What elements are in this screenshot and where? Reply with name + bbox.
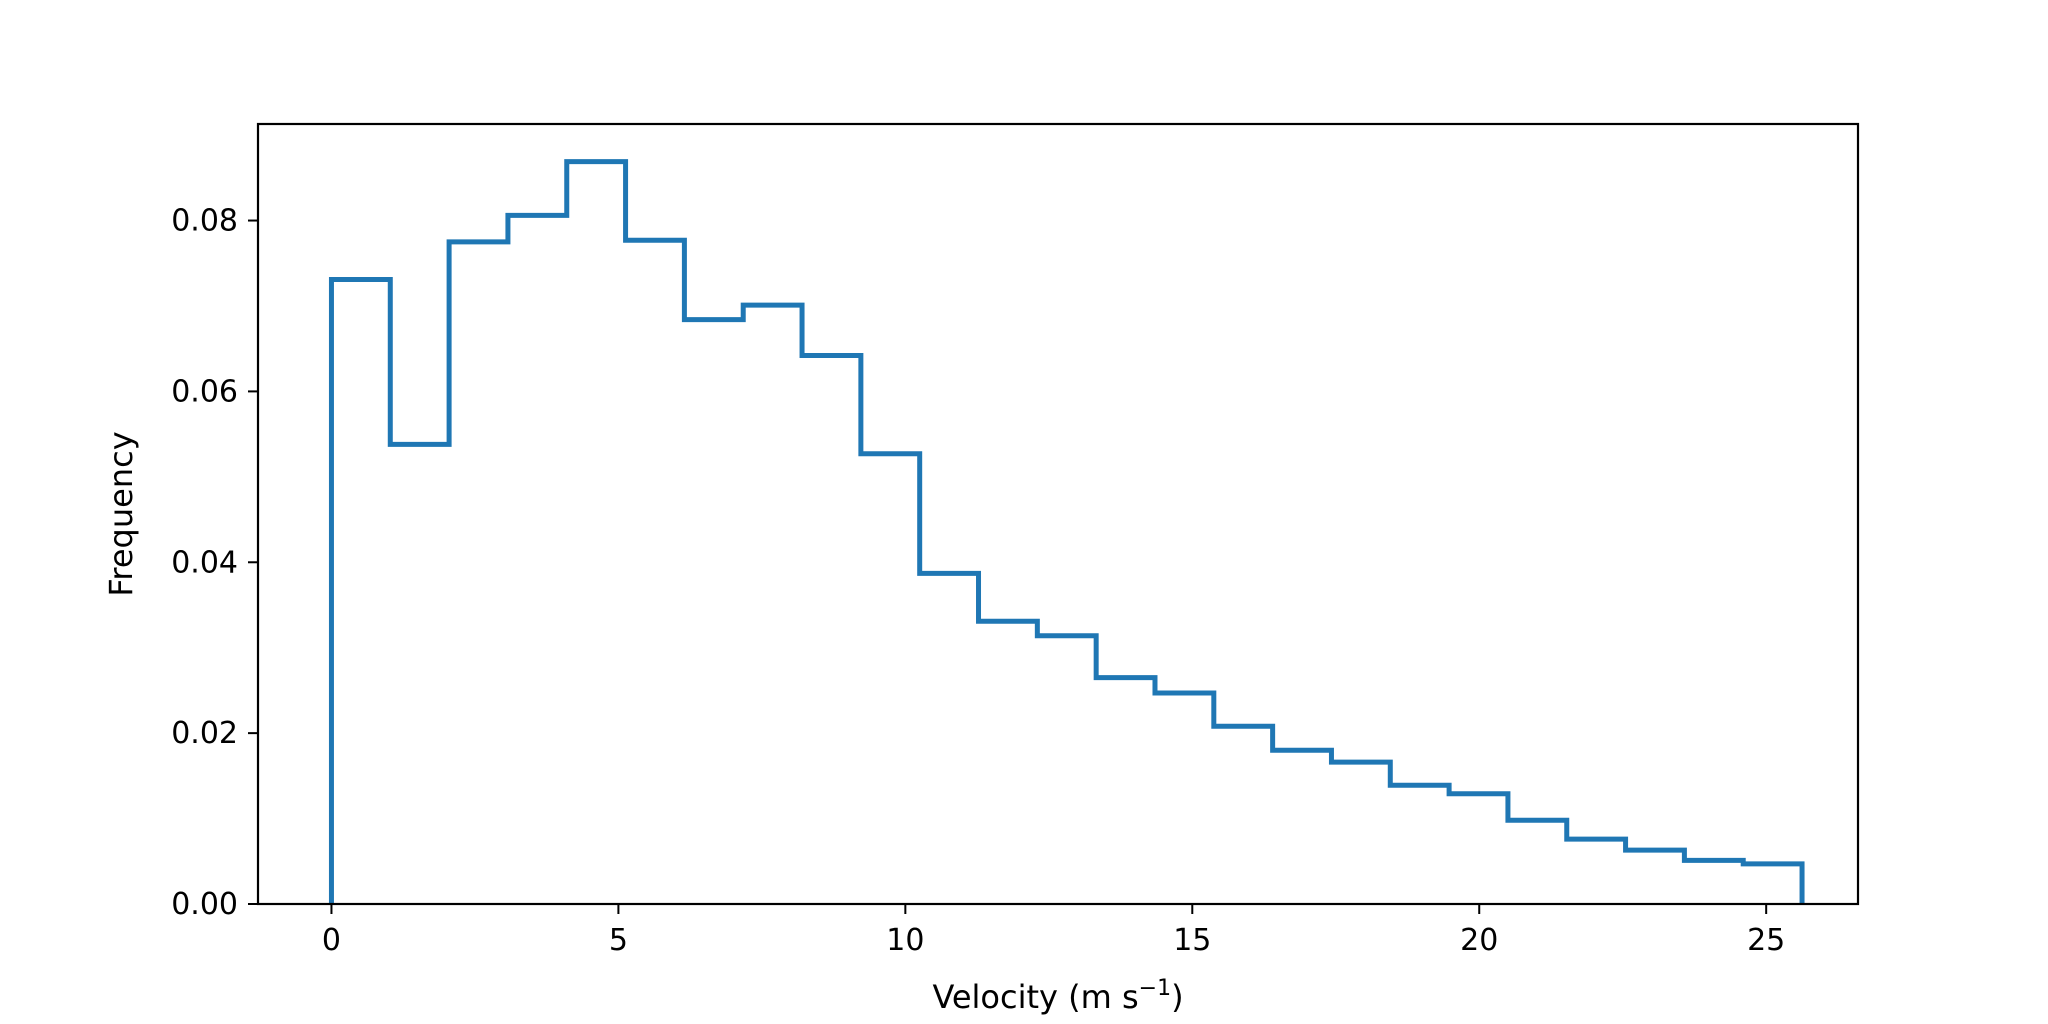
x-tick-label: 10 xyxy=(886,923,924,958)
plot-frame xyxy=(256,122,1860,906)
x-axis-label: Velocity (m s−1) xyxy=(932,976,1183,1016)
y-tick-label: 0.00 xyxy=(171,887,238,922)
x-axis-label-main: Velocity (m s xyxy=(932,978,1138,1016)
y-tick-label: 0.04 xyxy=(171,545,238,580)
y-tick-label: 0.06 xyxy=(171,374,238,409)
x-tick-label: 15 xyxy=(1173,923,1211,958)
x-tick-label: 25 xyxy=(1747,923,1785,958)
y-axis-label: Frequency xyxy=(102,431,140,596)
x-axis-label-suffix: ) xyxy=(1171,978,1183,1016)
x-axis-ticks: 0 5 10 15 20 25 xyxy=(322,904,1785,958)
histogram-step-line xyxy=(328,159,1805,904)
x-tick-label: 20 xyxy=(1460,923,1498,958)
plot-background xyxy=(258,124,1858,904)
y-axis-ticks: 0.00 0.02 0.04 0.06 0.08 xyxy=(171,204,258,922)
y-tick-label: 0.02 xyxy=(171,716,238,751)
x-tick-label: 5 xyxy=(609,923,628,958)
x-axis-label-superscript: −1 xyxy=(1139,976,1171,1001)
x-tick-label: 0 xyxy=(322,923,341,958)
y-tick-label: 0.08 xyxy=(171,204,238,239)
